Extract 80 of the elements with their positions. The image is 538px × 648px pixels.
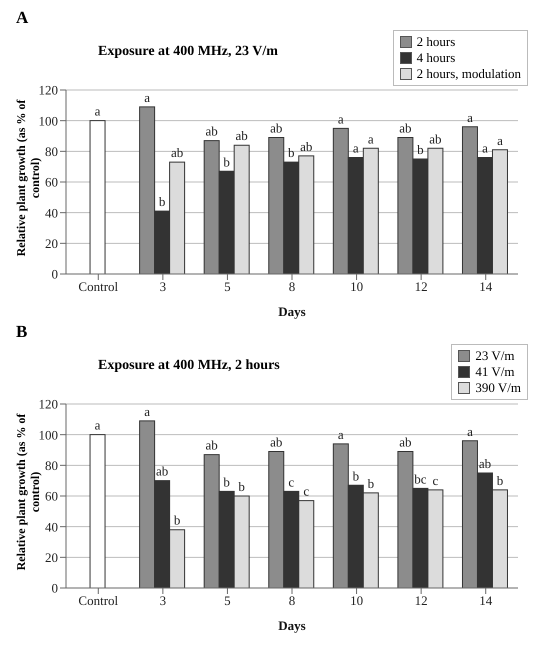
data-label: a: [497, 132, 504, 148]
data-label: b: [174, 512, 180, 528]
y-tick-label: 60: [45, 488, 58, 504]
chart-title: Exposure at 400 MHz, 23 V/m: [98, 44, 278, 60]
x-tick-label: 10: [350, 593, 364, 608]
data-label: a: [144, 404, 150, 419]
legend-label: 41 V/m: [475, 364, 514, 380]
y-tick-label: 80: [45, 458, 58, 473]
x-tick-label: 3: [160, 279, 166, 294]
y-tick-label: 100: [38, 113, 58, 128]
data-label: ab: [236, 128, 248, 144]
y-tick-label: 0: [52, 580, 58, 596]
x-tick-label: 12: [414, 279, 428, 294]
x-tick-label: 10: [350, 279, 364, 294]
x-tick-label: Control: [78, 279, 119, 294]
x-tick-label: 3: [160, 593, 166, 608]
data-label: b: [223, 474, 230, 490]
data-label: b: [158, 194, 166, 210]
data-label: c: [303, 484, 310, 499]
data-label: ab: [300, 138, 312, 154]
data-label: a: [338, 426, 344, 442]
data-label: b: [368, 476, 374, 491]
data-label: ab: [270, 120, 282, 136]
y-tick-label: 120: [38, 82, 58, 98]
data-label: bc: [414, 471, 427, 486]
legend-label: 4 hours: [416, 50, 456, 66]
y-tick-label: 40: [45, 519, 58, 534]
x-axis-title: Days: [278, 304, 306, 319]
data-label: a: [482, 140, 488, 156]
data-label: b: [223, 154, 230, 170]
legend-label: 2 hours: [416, 34, 456, 50]
y-tick-label: 80: [45, 144, 58, 159]
data-label: ab: [399, 434, 412, 450]
data-label: b: [352, 468, 360, 484]
bar: [90, 434, 106, 588]
data-label: a: [467, 110, 474, 125]
y-tick-label: 100: [38, 427, 58, 442]
y-tick-label: 120: [38, 396, 58, 412]
data-label: ab: [206, 438, 218, 453]
x-tick-label: 8: [288, 593, 296, 608]
data-label: b: [496, 472, 504, 488]
data-label: ab: [156, 464, 168, 479]
y-tick-label: 20: [45, 550, 58, 565]
legend-label: 2 hours, modulation: [416, 66, 521, 82]
data-label: b: [288, 145, 295, 160]
x-tick-label: 5: [224, 593, 231, 608]
data-label: ab: [170, 145, 184, 160]
data-label: a: [467, 424, 474, 439]
bar: [90, 120, 106, 274]
x-tick-label: 14: [479, 593, 493, 608]
data-label: a: [94, 418, 101, 433]
text: A: [16, 8, 28, 28]
x-tick-label: Control: [78, 593, 119, 608]
data-label: c: [432, 472, 439, 488]
data-label: a: [144, 90, 150, 105]
data-label: b: [417, 142, 424, 157]
data-label: ab: [429, 131, 442, 146]
data-label: a: [338, 111, 344, 126]
data-label: a: [352, 140, 359, 156]
y-tick-label: 20: [45, 236, 58, 251]
legend-label: 390 V/m: [475, 380, 521, 396]
y-tick-label: 40: [45, 205, 58, 220]
x-tick-label: 5: [224, 279, 231, 294]
data-label: ab: [270, 434, 282, 450]
data-label: c: [288, 474, 294, 490]
y-tick-label: 60: [45, 174, 58, 190]
data-label: ab: [206, 124, 218, 139]
y-tick-label: 0: [52, 266, 58, 282]
text: B: [16, 322, 28, 342]
data-label: a: [94, 104, 101, 119]
x-axis-title: Days: [278, 618, 306, 633]
x-tick-label: 14: [479, 279, 493, 294]
x-tick-label: 12: [414, 593, 428, 608]
data-label: b: [238, 479, 245, 494]
data-label: ab: [478, 456, 492, 471]
chart-title: Exposure at 400 MHz, 2 hours: [98, 358, 280, 374]
data-label: ab: [399, 120, 412, 136]
data-label: a: [368, 131, 374, 146]
legend-label: 23 V/m: [475, 348, 514, 364]
x-tick-label: 8: [288, 279, 296, 294]
